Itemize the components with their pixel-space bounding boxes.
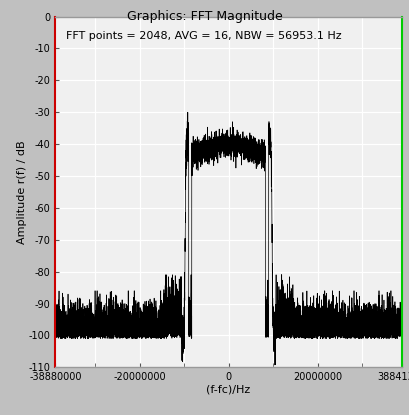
Text: Graphics: FFT Magnitude: Graphics: FFT Magnitude [127,10,282,23]
X-axis label: (f-fc)/Hz: (f-fc)/Hz [206,385,250,395]
Text: FFT points = 2048, AVG = 16, NBW = 56953.1 Hz: FFT points = 2048, AVG = 16, NBW = 56953… [65,31,341,41]
Y-axis label: Amplitude r(f) / dB: Amplitude r(f) / dB [17,140,27,244]
